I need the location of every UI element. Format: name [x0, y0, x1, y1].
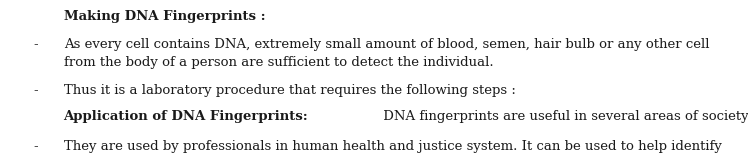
- Text: Making DNA Fingerprints :: Making DNA Fingerprints :: [64, 10, 266, 23]
- Text: Thus it is a laboratory procedure that requires the following steps :: Thus it is a laboratory procedure that r…: [64, 84, 515, 97]
- Text: -: -: [34, 140, 38, 153]
- Text: Application of DNA Fingerprints:: Application of DNA Fingerprints:: [64, 110, 308, 123]
- Text: -: -: [34, 84, 38, 97]
- Text: As every cell contains DNA, extremely small amount of blood, semen, hair bulb or: As every cell contains DNA, extremely sm…: [64, 38, 709, 51]
- Text: from the body of a person are sufficient to detect the individual.: from the body of a person are sufficient…: [64, 56, 493, 69]
- Text: DNA fingerprints are useful in several areas of society.: DNA fingerprints are useful in several a…: [379, 110, 748, 123]
- Text: They are used by professionals in human health and justice system. It can be use: They are used by professionals in human …: [64, 140, 722, 153]
- Text: -: -: [34, 38, 38, 51]
